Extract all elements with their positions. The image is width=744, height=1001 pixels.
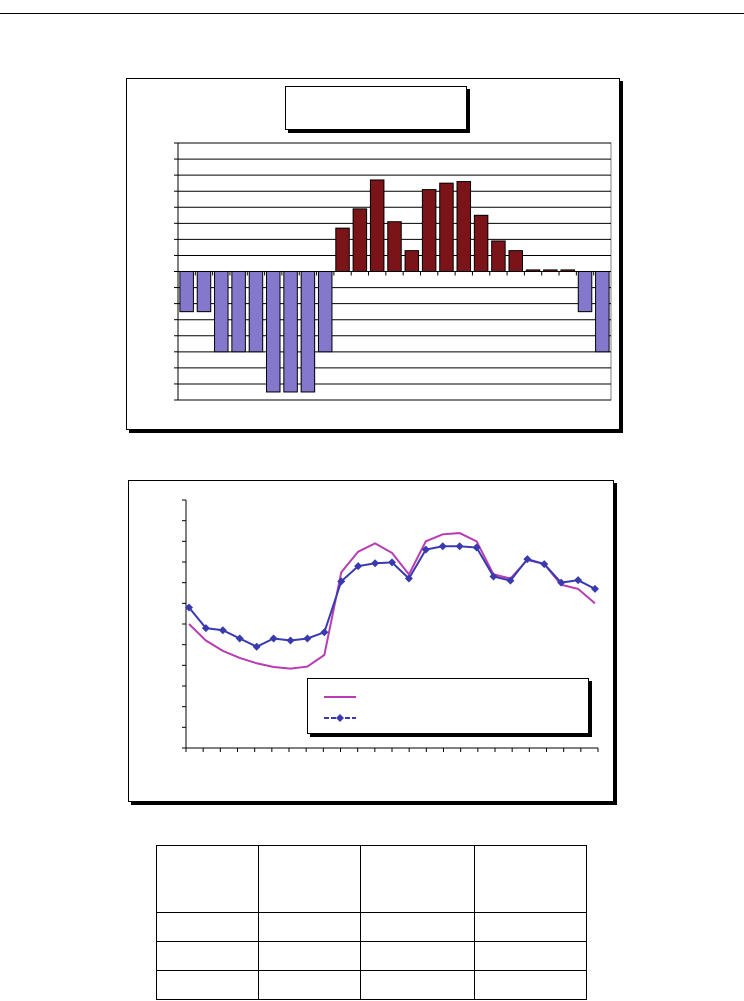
series-2-point [371, 559, 380, 568]
series-2-point [421, 545, 430, 554]
series-1-line [188, 532, 596, 670]
series-2-point [286, 636, 295, 645]
series-2-point [404, 574, 413, 583]
table-header-row [156, 845, 587, 913]
table-row [156, 941, 587, 971]
table-header-cell [156, 845, 259, 913]
series-2-point [388, 558, 396, 567]
series-2-point [455, 542, 464, 551]
line-chart [182, 499, 599, 752]
table-header-cell [258, 845, 361, 913]
table-header-cell [474, 845, 587, 913]
data-table [156, 845, 587, 1000]
series-2-point [235, 634, 244, 643]
series-2-point [523, 555, 532, 564]
series-2-point [303, 634, 312, 643]
table-cell [258, 941, 361, 971]
table-cell [360, 970, 475, 1000]
table-cell [258, 970, 361, 1000]
table-cell [474, 941, 587, 971]
series-2-point [591, 584, 599, 593]
table-cell [156, 912, 259, 942]
series-2-point [320, 628, 329, 637]
series-2-point [557, 578, 566, 587]
table-header-cell [360, 845, 475, 913]
table-cell [474, 912, 587, 942]
series-2-point [252, 642, 261, 651]
legend-line-swatch [324, 696, 356, 698]
bar-chart [174, 142, 612, 401]
series-2-point [506, 576, 515, 585]
series-2-point [472, 543, 481, 552]
series-2-point [540, 560, 549, 569]
table-cell [156, 941, 259, 971]
table-row [156, 970, 587, 1000]
series-2-point [354, 562, 363, 571]
legend-marker-swatch [324, 714, 356, 722]
series-2-point [218, 626, 227, 635]
table-row [156, 912, 587, 942]
table-cell [474, 970, 587, 1000]
series-2-point [337, 577, 346, 586]
page-top-rule [0, 13, 744, 14]
table-cell [360, 912, 475, 942]
line-chart-legend [307, 678, 589, 734]
series-2-point [201, 624, 210, 633]
series-2-point [438, 542, 447, 551]
legend-entry-series-1 [324, 690, 364, 704]
series-2-point [489, 572, 498, 581]
series-2-point [574, 576, 583, 585]
bar-chart-title [285, 86, 467, 130]
table-cell [156, 970, 259, 1000]
legend-entry-series-2 [324, 711, 364, 725]
series-2-point [269, 634, 278, 643]
table-cell [258, 912, 361, 942]
series-2-point [185, 603, 193, 612]
table-cell [360, 941, 475, 971]
